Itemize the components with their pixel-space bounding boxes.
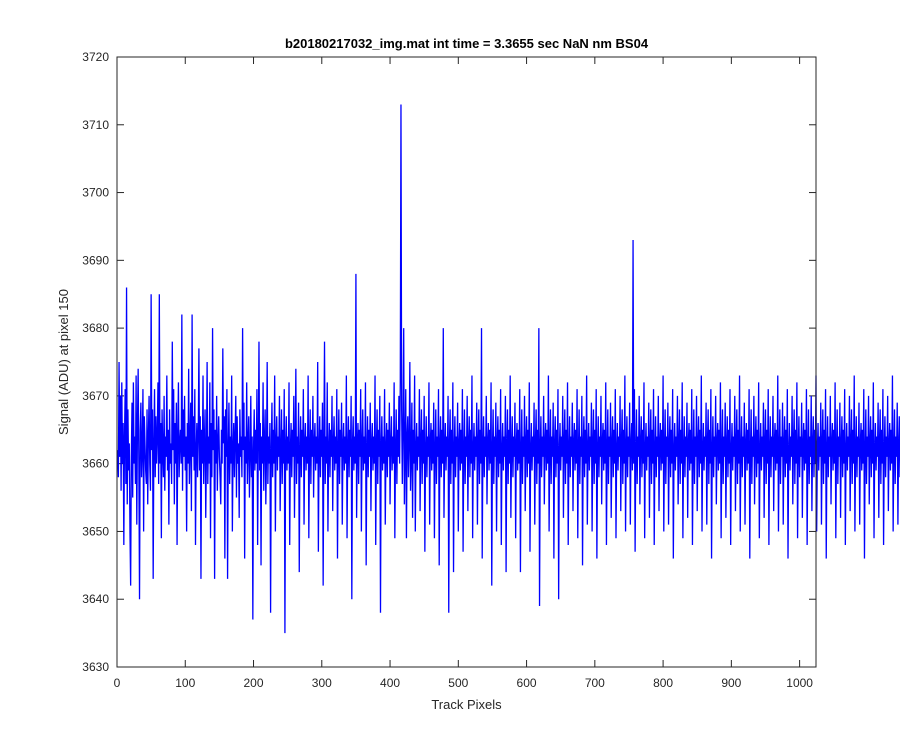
x-tick-label: 200 xyxy=(244,676,264,690)
y-tick-label: 3630 xyxy=(82,660,109,674)
plot-area xyxy=(117,57,816,667)
x-tick-label: 100 xyxy=(175,676,195,690)
x-tick-label: 900 xyxy=(721,676,741,690)
x-tick-label: 0 xyxy=(114,676,121,690)
chart-title: b20180217032_img.mat int time = 3.3655 s… xyxy=(285,36,649,51)
y-tick-label: 3700 xyxy=(82,186,109,200)
x-tick-label: 1000 xyxy=(786,676,813,690)
x-tick-label: 300 xyxy=(312,676,332,690)
y-tick-label: 3660 xyxy=(82,457,109,471)
y-tick-label: 3720 xyxy=(82,50,109,64)
y-tick-label: 3640 xyxy=(82,592,109,606)
plot-frame xyxy=(116,56,817,668)
x-tick-label: 500 xyxy=(448,676,468,690)
x-tick-label: 800 xyxy=(653,676,673,690)
y-axis-label: Signal (ADU) at pixel 150 xyxy=(56,289,71,435)
series-layer xyxy=(117,104,900,634)
x-tick-label: 400 xyxy=(380,676,400,690)
ticks-layer: 0 100 200 300 400 500 600 700 800 900 1000 3630 3640… xyxy=(82,50,816,690)
x-tick-label: 700 xyxy=(585,676,605,690)
y-tick-label: 3670 xyxy=(82,389,109,403)
y-tick-label: 3690 xyxy=(82,253,109,267)
y-tick-label: 3650 xyxy=(82,524,109,538)
x-axis-label: Track Pixels xyxy=(431,697,502,712)
y-tick-label: 3680 xyxy=(82,321,109,335)
y-tick-label: 3710 xyxy=(82,118,109,132)
x-tick-label: 600 xyxy=(517,676,537,690)
signal-series-line xyxy=(117,104,900,634)
